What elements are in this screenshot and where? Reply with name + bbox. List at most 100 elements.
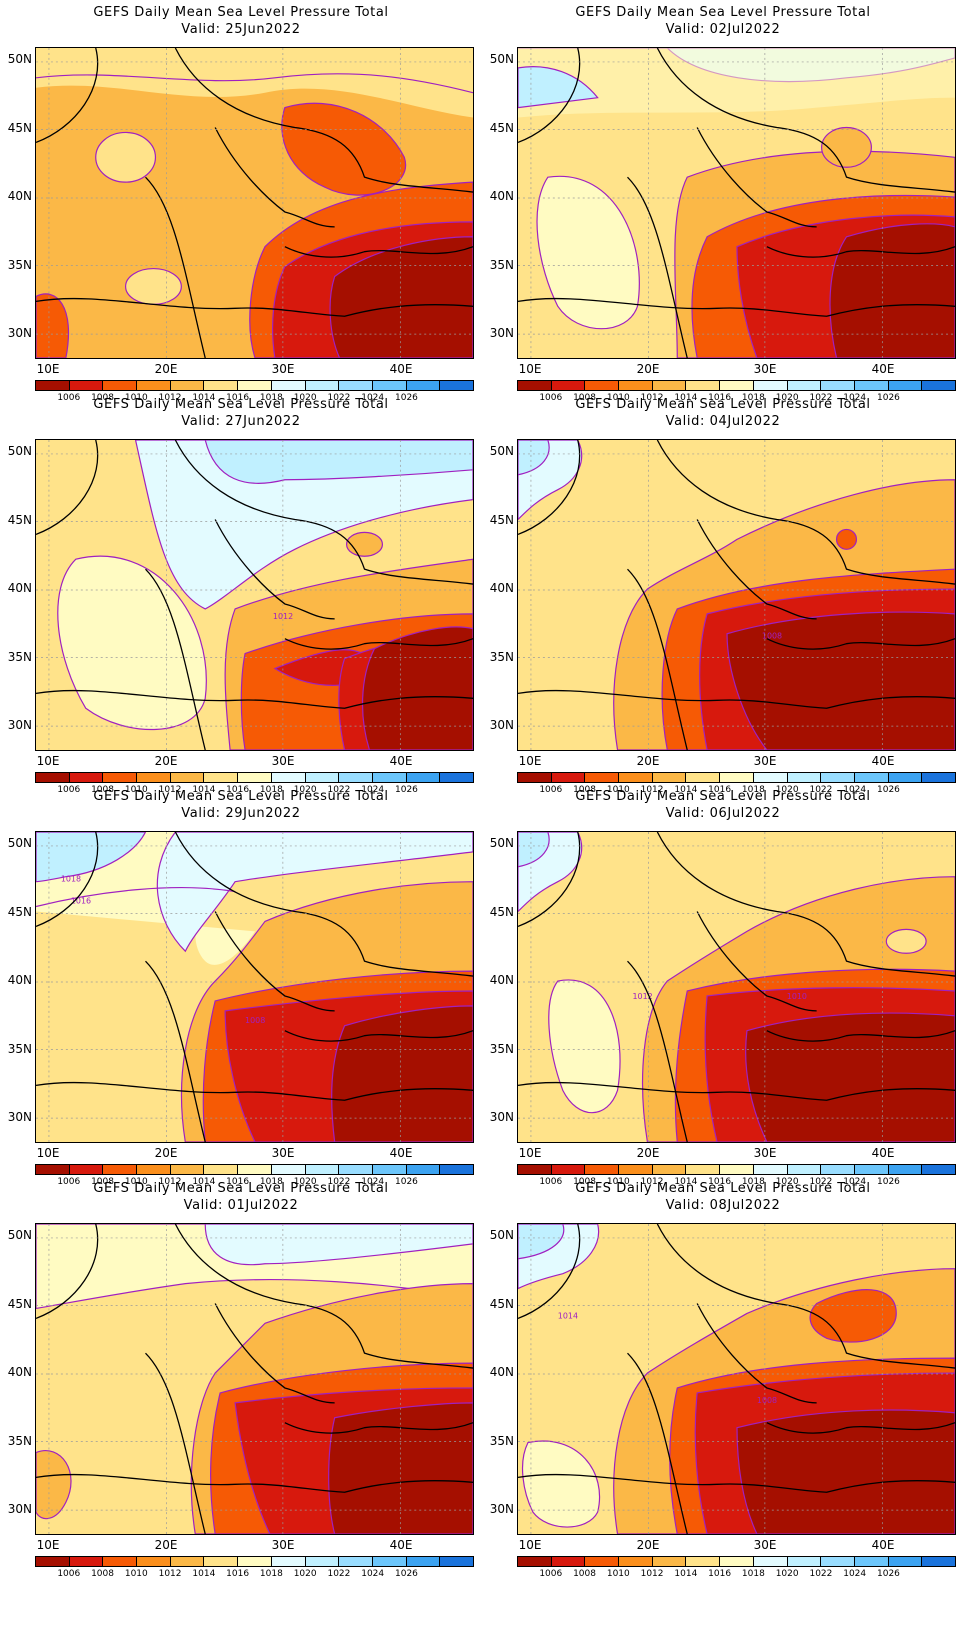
- lat-label: 40N: [7, 973, 32, 987]
- colorbar-tick-label: 1024: [843, 1569, 867, 1579]
- lon-label: 30E: [753, 1146, 777, 1160]
- colorbar: [517, 1556, 956, 1567]
- colorbar-tick-label: 1006: [57, 393, 81, 403]
- colorbar-swatch: [652, 1557, 687, 1566]
- contour-label: 1008: [757, 1396, 777, 1405]
- map-panel: GEFS Daily Mean Sea Level Pressure Total…: [0, 1176, 482, 1586]
- colorbar-swatch: [36, 1165, 70, 1174]
- lat-label: 45N: [7, 1297, 32, 1311]
- colorbar-tick-label: 1018: [741, 1569, 765, 1579]
- panel-valid-date: Valid: 01Jul2022: [183, 1198, 299, 1213]
- colorbar-swatch: [854, 1557, 889, 1566]
- colorbar-tick-label: 1022: [809, 1177, 833, 1187]
- colorbar: [35, 1556, 474, 1567]
- colorbar-tick-label: 1006: [57, 1569, 81, 1579]
- lon-label: 30E: [271, 1538, 295, 1552]
- colorbar-tick-label: 1022: [809, 785, 833, 795]
- colorbar-tick-label: 1016: [226, 1177, 250, 1187]
- lon-label: 20E: [636, 754, 660, 768]
- panel-title: GEFS Daily Mean Sea Level Pressure Total: [93, 1181, 389, 1196]
- colorbar-swatch: [888, 1165, 923, 1174]
- colorbar-tick-label: 1024: [843, 1177, 867, 1187]
- lon-label: 40E: [389, 1146, 413, 1160]
- colorbar-tick-label: 1018: [741, 785, 765, 795]
- lat-label: 40N: [489, 189, 514, 203]
- lat-label: 50N: [489, 836, 514, 850]
- colorbar-tick-label: 1012: [640, 785, 664, 795]
- colorbar-swatch: [103, 381, 138, 390]
- colorbar-swatch: [518, 1557, 552, 1566]
- colorbar-swatch: [922, 381, 955, 390]
- colorbar-swatch: [103, 1557, 138, 1566]
- colorbar-swatch: [406, 1165, 441, 1174]
- colorbar-swatch: [339, 1557, 373, 1566]
- lat-label: 40N: [489, 581, 514, 595]
- colorbar-swatch: [406, 1557, 441, 1566]
- colorbar-tick-label: 1022: [327, 1569, 351, 1579]
- lat-label: 35N: [7, 1434, 32, 1448]
- colorbar-swatch: [922, 1165, 955, 1174]
- map-panel: GEFS Daily Mean Sea Level Pressure Total…: [482, 784, 964, 1194]
- colorbar-tick-label: 1006: [539, 1177, 563, 1187]
- lon-label: 20E: [636, 1538, 660, 1552]
- lon-label: 30E: [753, 754, 777, 768]
- colorbar-swatch: [339, 381, 373, 390]
- panel-title: GEFS Daily Mean Sea Level Pressure Total: [93, 789, 389, 804]
- lat-label: 50N: [489, 1228, 514, 1242]
- colorbar-tick-label: 1024: [361, 785, 385, 795]
- colorbar-swatch: [551, 1165, 586, 1174]
- colorbar-swatch: [821, 1557, 855, 1566]
- lat-label: 45N: [489, 1297, 514, 1311]
- contour-label: 1010: [787, 992, 807, 1001]
- lat-label: 45N: [7, 905, 32, 919]
- colorbar-tick-label: 1008: [91, 785, 114, 795]
- lon-label: 40E: [389, 362, 413, 376]
- map-panel: GEFS Daily Mean Sea Level Pressure Total…: [482, 0, 964, 410]
- pressure-map: [35, 1223, 474, 1535]
- lon-label: 40E: [871, 1146, 895, 1160]
- contour-label: 1018: [61, 875, 81, 884]
- lat-label: 30N: [7, 326, 32, 340]
- colorbar-swatch: [551, 1557, 586, 1566]
- colorbar-swatch: [619, 381, 653, 390]
- graticule: [518, 48, 955, 358]
- colorbar-swatch: [753, 1557, 788, 1566]
- pressure-map: 1012: [35, 439, 474, 751]
- colorbar-swatch: [551, 773, 586, 782]
- colorbar-swatch: [69, 1557, 104, 1566]
- pressure-map: 1012 1010: [517, 831, 956, 1143]
- colorbar-swatch: [271, 1557, 306, 1566]
- colorbar-swatch: [922, 773, 955, 782]
- colorbar-tick-label: 1008: [573, 393, 596, 403]
- colorbar-tick-label: 1026: [877, 785, 900, 795]
- colorbar-swatch: [137, 1165, 171, 1174]
- lon-label: 20E: [154, 1146, 178, 1160]
- colorbar-swatch: [652, 1165, 687, 1174]
- colorbar-swatch: [686, 1557, 721, 1566]
- colorbar-tick-label: 1016: [708, 785, 732, 795]
- colorbar-swatch: [518, 1165, 552, 1174]
- colorbar-tick-label: 1014: [192, 393, 216, 403]
- colorbar-swatch: [137, 1557, 171, 1566]
- panel-title: GEFS Daily Mean Sea Level Pressure Total: [575, 1181, 871, 1196]
- lon-label: 10E: [36, 362, 60, 376]
- contour-label: 1014: [558, 1311, 578, 1320]
- lat-label: 35N: [489, 650, 514, 664]
- contour-label: 1008: [245, 1016, 265, 1025]
- graticule: [36, 1224, 473, 1534]
- colorbar-tick-label: 1024: [361, 393, 385, 403]
- lon-label: 10E: [518, 1146, 542, 1160]
- lat-label: 45N: [7, 513, 32, 527]
- colorbar-swatch: [440, 773, 473, 782]
- lat-label: 30N: [489, 718, 514, 732]
- panel-title: GEFS Daily Mean Sea Level Pressure Total: [575, 789, 871, 804]
- colorbar-swatch: [204, 381, 239, 390]
- colorbar-tick-label: 1026: [395, 393, 418, 403]
- colorbar-swatch: [372, 381, 407, 390]
- colorbar-tick-label: 1016: [226, 393, 250, 403]
- colorbar-tick-label: 1010: [606, 1177, 630, 1187]
- colorbar-tick-label: 1012: [640, 393, 664, 403]
- colorbar-swatch: [854, 773, 889, 782]
- colorbar-tick-label: 1012: [158, 393, 182, 403]
- colorbar-swatch: [305, 1165, 340, 1174]
